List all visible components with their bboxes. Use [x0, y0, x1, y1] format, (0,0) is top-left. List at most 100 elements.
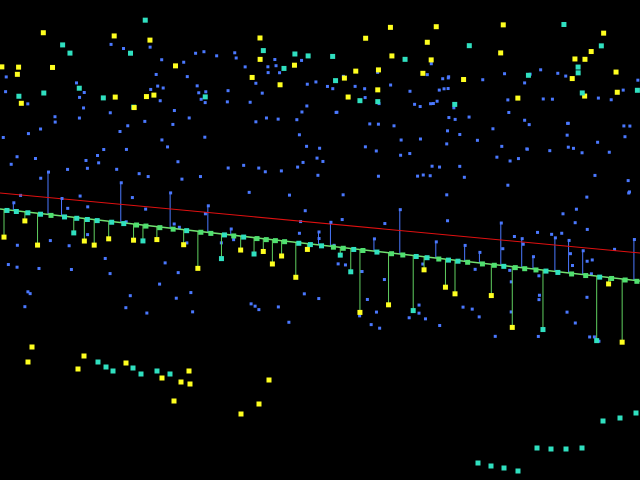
lower-point [633, 410, 639, 416]
axis-point [272, 238, 278, 244]
blue-dot [374, 310, 378, 314]
blue-dot [206, 204, 210, 208]
blue-dot [621, 88, 625, 92]
blue-dot [122, 47, 126, 51]
blue-dot [226, 89, 230, 93]
axis-point [84, 216, 90, 222]
blue-dot [421, 262, 425, 266]
blue-dot [383, 222, 387, 226]
blue-dot [145, 311, 149, 315]
blue-dot [438, 165, 442, 169]
stem-point [606, 281, 612, 287]
axis-point [400, 252, 406, 258]
axis-point [465, 259, 471, 265]
blue-dot [26, 290, 30, 294]
blue-dot [607, 150, 611, 154]
stem-point [71, 230, 77, 236]
axis-point [445, 257, 451, 263]
blue-dot [163, 261, 167, 265]
blue-dot [301, 160, 305, 164]
axis-point [522, 266, 528, 272]
axis-point [184, 228, 190, 234]
blue-dot [317, 230, 321, 234]
blue-dot [171, 122, 175, 126]
blue-dot [296, 165, 300, 169]
axis-point [74, 215, 80, 221]
blue-dot [363, 87, 367, 91]
blue-dot [194, 51, 198, 55]
yellow-point [500, 22, 506, 28]
yellow-point [561, 21, 567, 27]
stem-point [91, 242, 97, 248]
lower-point [25, 359, 31, 365]
blue-dot [274, 64, 278, 68]
blue-dot [467, 115, 471, 119]
yellow-point [575, 70, 581, 76]
blue-dot [96, 154, 100, 158]
blue-dot [197, 91, 201, 95]
lower-point [579, 445, 585, 451]
blue-dot [118, 130, 122, 134]
blue-dot [26, 132, 30, 136]
blue-dot [523, 81, 527, 85]
blue-dot [249, 302, 253, 306]
axis-point [319, 243, 325, 249]
blue-dot [408, 89, 412, 93]
blue-dot [331, 87, 335, 91]
blue-dot [185, 75, 189, 79]
stem-point [452, 291, 458, 297]
yellow-point [424, 39, 430, 45]
yellow-point [100, 95, 106, 101]
blue-dot [434, 240, 438, 244]
blue-dot [417, 311, 421, 315]
cyan-point [428, 57, 434, 63]
axis-point [109, 219, 115, 225]
blue-dot [353, 84, 357, 88]
blue-dot [82, 106, 86, 110]
blue-dot [295, 118, 299, 122]
blue-dot [66, 167, 70, 171]
blue-dot [477, 315, 481, 319]
stem-point [131, 237, 137, 243]
cyan-point [249, 74, 255, 80]
axis-point [597, 274, 603, 280]
blue-dot [527, 123, 531, 127]
blue-dot [537, 298, 541, 302]
yellow-point [142, 17, 148, 23]
cyan-point [601, 30, 607, 36]
yellow-point [498, 50, 504, 56]
yellow-point [333, 78, 339, 84]
yellow-point [375, 67, 381, 73]
blue-dot [335, 110, 339, 114]
blue-dot [158, 99, 162, 103]
axis-point [555, 269, 561, 275]
blue-dot [185, 241, 189, 245]
blue-dot [463, 243, 467, 247]
cyan-point [634, 87, 640, 93]
blue-dot [126, 124, 130, 128]
axis-point [254, 236, 260, 242]
blue-dot [581, 249, 585, 253]
stem-point [279, 253, 285, 259]
blue-dot [315, 156, 319, 160]
yellow-point [143, 94, 149, 100]
blue-dot [156, 84, 160, 88]
blue-dot [556, 71, 560, 75]
lower-point [110, 368, 116, 374]
lower-point [171, 398, 177, 404]
yellow-point [375, 87, 381, 93]
blue-dot [115, 167, 119, 171]
blue-dot [622, 124, 626, 128]
yellow-point [18, 100, 24, 106]
blue-dot [86, 205, 90, 209]
axis-point [170, 226, 176, 232]
blue-dot [202, 50, 206, 54]
blue-dot [446, 76, 450, 80]
cyan-point [151, 92, 157, 98]
blue-dot [176, 160, 180, 164]
blue-dot [536, 230, 540, 234]
blue-dot [369, 323, 373, 327]
lower-point [130, 365, 136, 371]
blue-dot [550, 97, 554, 101]
blue-dot [521, 242, 525, 246]
